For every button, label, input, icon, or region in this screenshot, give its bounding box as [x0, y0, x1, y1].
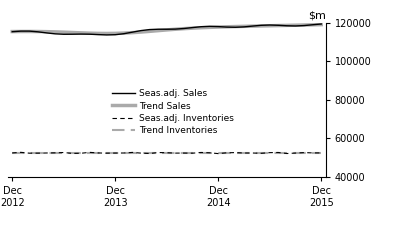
Text: $m: $m [308, 10, 326, 20]
Legend: Seas.adj. Sales, Trend Sales, Seas.adj. Inventories, Trend Inventories: Seas.adj. Sales, Trend Sales, Seas.adj. … [108, 86, 238, 138]
